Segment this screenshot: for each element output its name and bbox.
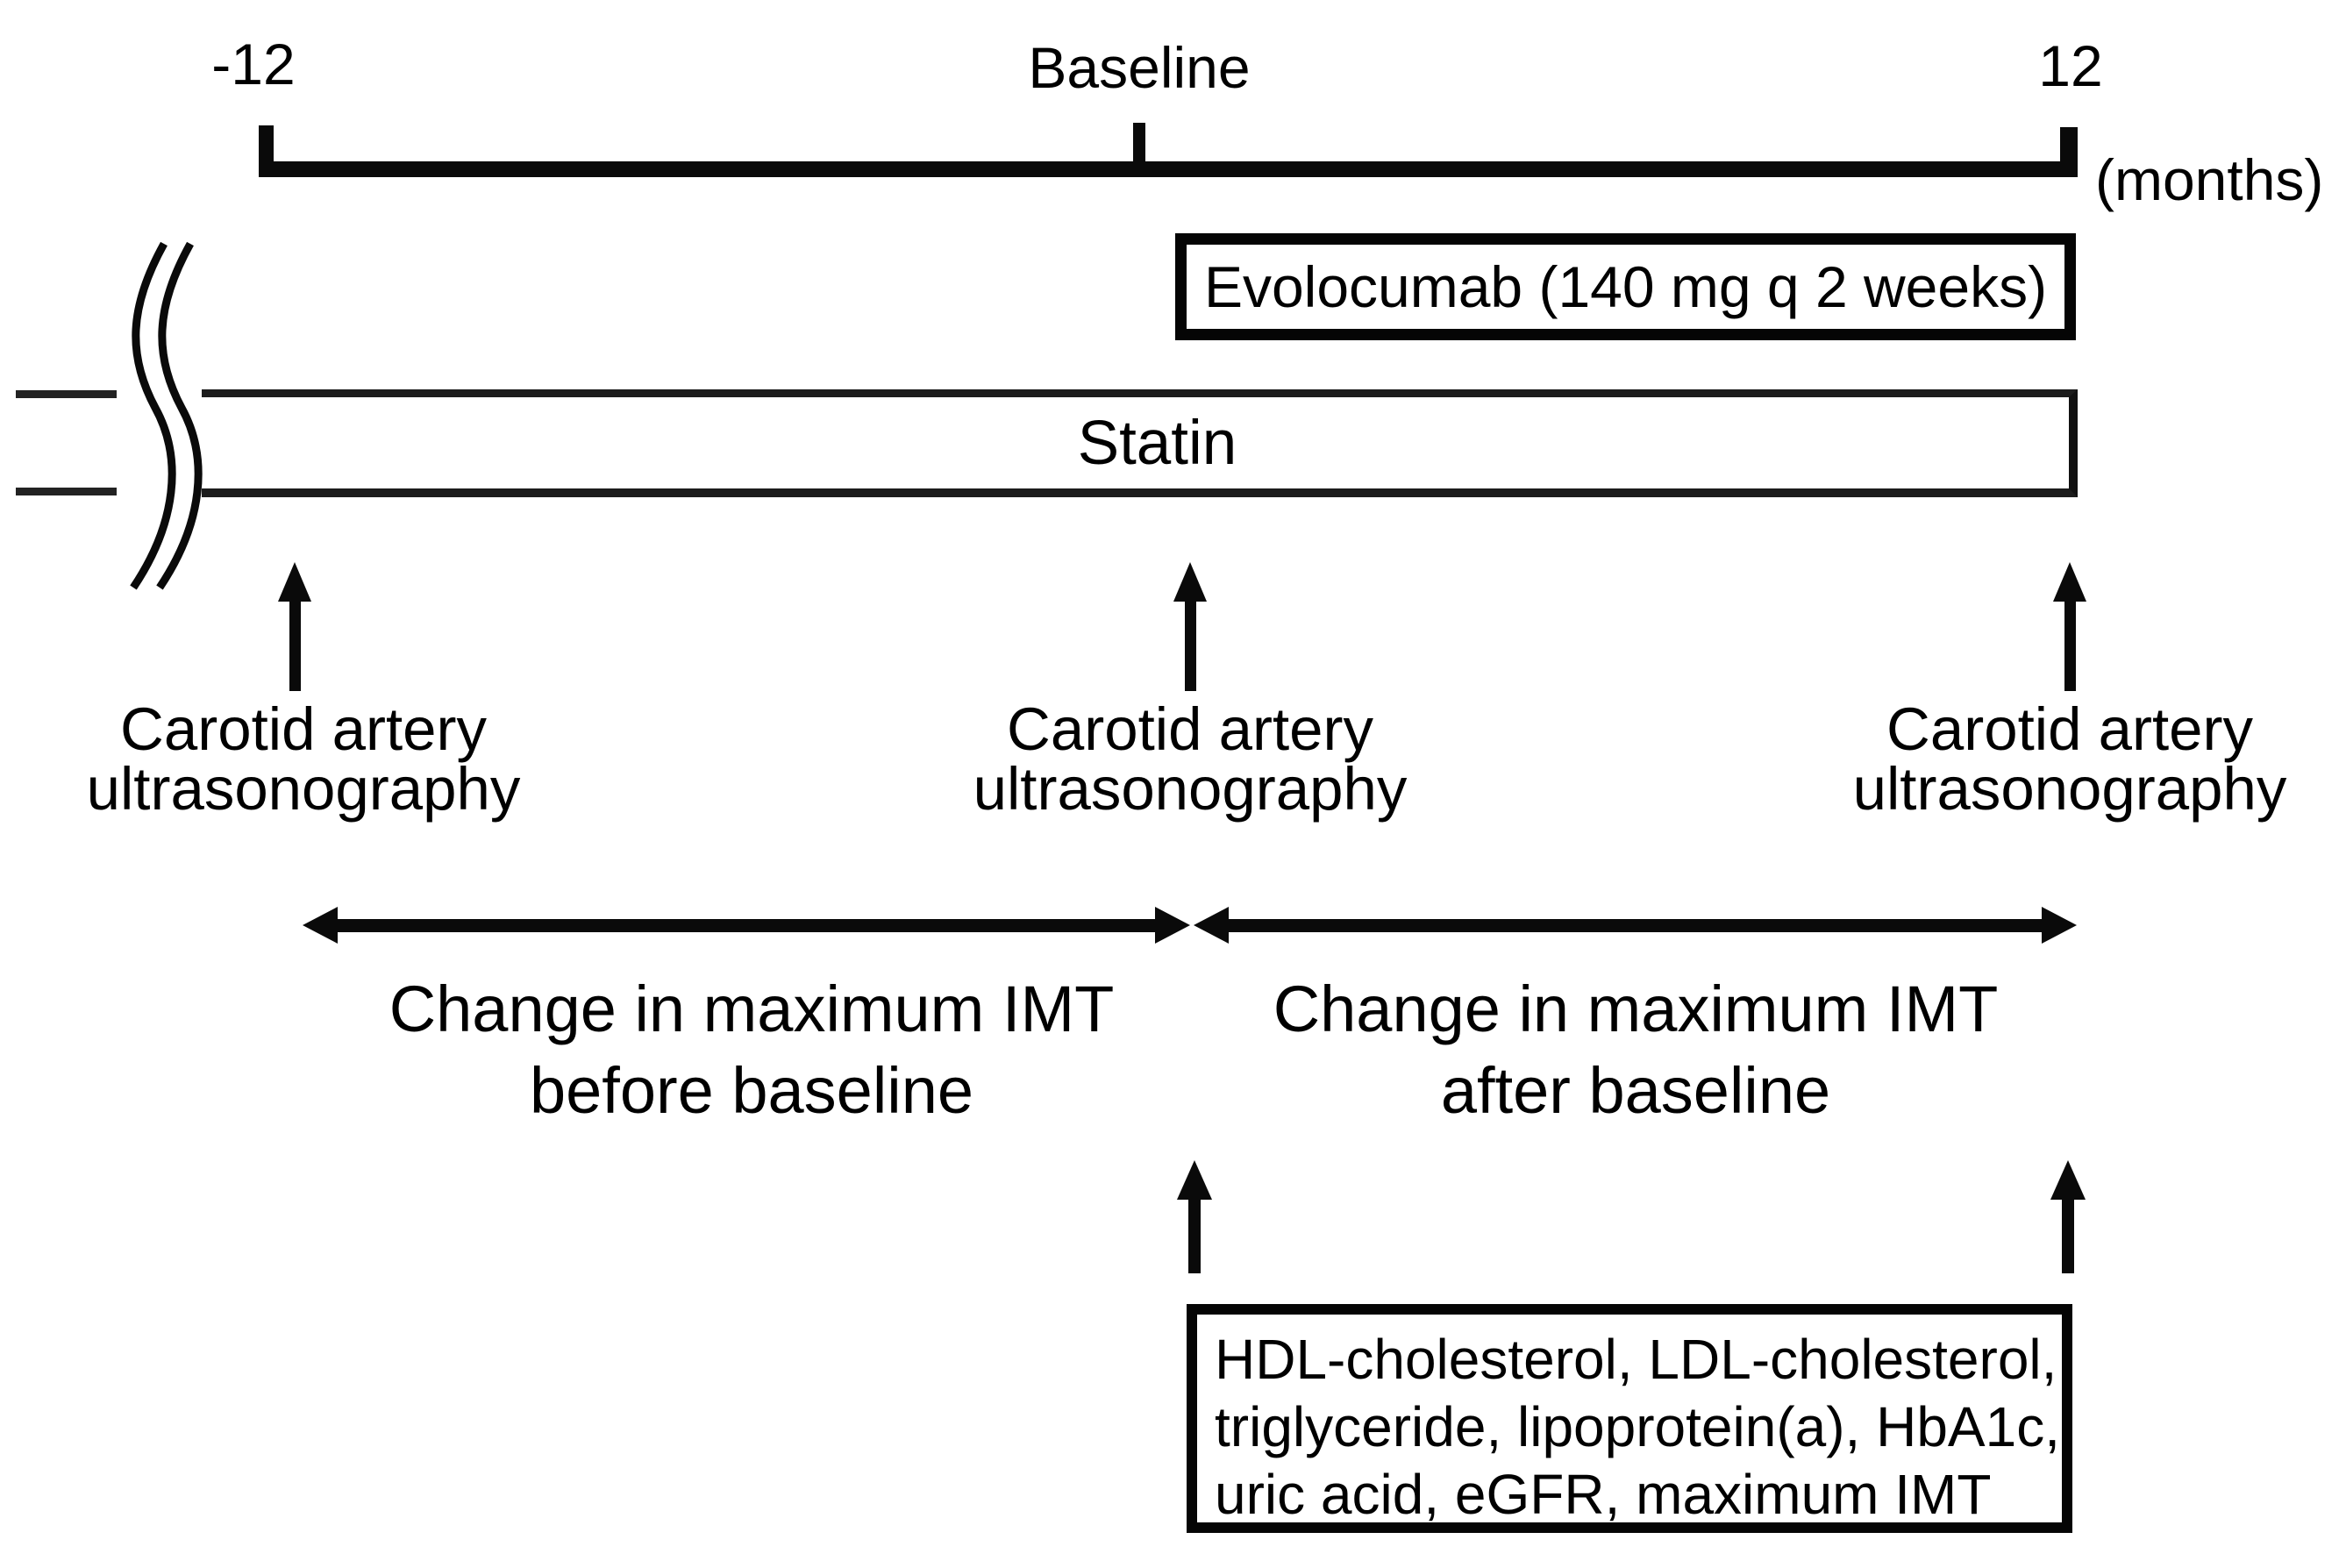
carotid-label-line2: ultrasonography (973, 755, 1408, 823)
axis-break-curve-left (130, 241, 176, 590)
up-arrow-shaft (1188, 1194, 1201, 1273)
carotid-label-line2: ultrasonography (86, 755, 521, 823)
axis-break-icon (130, 241, 203, 590)
carotid-label-line1: Carotid artery (120, 695, 487, 763)
up-arrow-head-icon (2050, 1160, 2086, 1200)
lab-panel-box: HDL-cholesterol, LDL-cholesterol, trigly… (1187, 1304, 2072, 1533)
arrow-head-right-icon (2042, 907, 2077, 944)
statin-treatment-bar: Statin (202, 389, 2078, 497)
up-arrow-shaft (289, 596, 301, 691)
lab-panel-line2: triglyceride, lipoprotein(a), HbA1c, (1215, 1395, 2060, 1458)
carotid-label-line1: Carotid artery (1007, 695, 1373, 763)
bracket-left-tick (259, 125, 274, 177)
evolocumab-label: Evolocumab (140 mg q 2 weeks) (1203, 254, 2048, 319)
up-arrow-head-icon (2053, 562, 2086, 602)
double-arrow-line (332, 919, 1161, 932)
arrow-head-right-icon (1155, 907, 1190, 944)
up-arrow-shaft (1185, 596, 1196, 691)
interval-arrow-before (303, 907, 1190, 944)
ultrasound-arrow-pre (278, 562, 311, 691)
carotid-label-baseline: Carotid artery ultrasonography (973, 695, 1408, 823)
bracket-right-tick (2060, 127, 2078, 177)
timeline-end-label: 12 (2038, 33, 2103, 98)
outcome-label-line1: Change in maximum IMT (389, 973, 1115, 1045)
carotid-label-pre: Carotid artery ultrasonography (86, 695, 521, 823)
arrow-head-left-icon (1194, 907, 1229, 944)
up-arrow-head-icon (278, 562, 311, 602)
ultrasound-arrow-post (2053, 562, 2086, 691)
axis-break-curve-right (156, 241, 203, 590)
timeline-baseline-label: Baseline (1028, 35, 1251, 100)
bracket-bar (259, 161, 2078, 177)
labs-arrow-12mo (2050, 1160, 2086, 1273)
interval-arrow-after (1194, 907, 2077, 944)
statin-label: Statin (1077, 408, 1237, 478)
labs-arrow-baseline (1177, 1160, 1212, 1273)
carotid-label-line2: ultrasonography (1852, 755, 2287, 823)
double-arrow-line (1223, 919, 2049, 932)
statin-bar-left-stub-top (16, 390, 117, 398)
carotid-label-post: Carotid artery ultrasonography (1852, 695, 2287, 823)
lab-panel-line3: uric acid, eGFR, maximum IMT (1215, 1463, 1992, 1526)
arrow-head-left-icon (303, 907, 338, 944)
evolocumab-treatment-box: Evolocumab (140 mg q 2 weeks) (1175, 233, 2076, 340)
outcome-label-line2: before baseline (529, 1054, 974, 1127)
timeline-start-label: -12 (211, 32, 296, 96)
up-arrow-head-icon (1173, 562, 1207, 602)
ultrasound-arrow-baseline (1173, 562, 1207, 691)
up-arrow-head-icon (1177, 1160, 1212, 1200)
outcome-label-line2: after baseline (1440, 1054, 1831, 1127)
statin-bar-left-stub-bottom (16, 488, 117, 495)
up-arrow-shaft (2064, 596, 2076, 691)
lab-panel-line1: HDL-cholesterol, LDL-cholesterol, (1215, 1328, 2057, 1391)
outcome-label-after: Change in maximum IMT after baseline (1273, 968, 1999, 1131)
bracket-baseline-tick (1133, 123, 1145, 177)
outcome-label-line1: Change in maximum IMT (1273, 973, 1999, 1045)
timeline-bracket (259, 123, 2078, 177)
timeline-unit-label: (months) (2095, 147, 2324, 212)
carotid-label-line1: Carotid artery (1886, 695, 2253, 763)
outcome-label-before: Change in maximum IMT before baseline (389, 968, 1115, 1131)
up-arrow-shaft (2062, 1194, 2074, 1273)
